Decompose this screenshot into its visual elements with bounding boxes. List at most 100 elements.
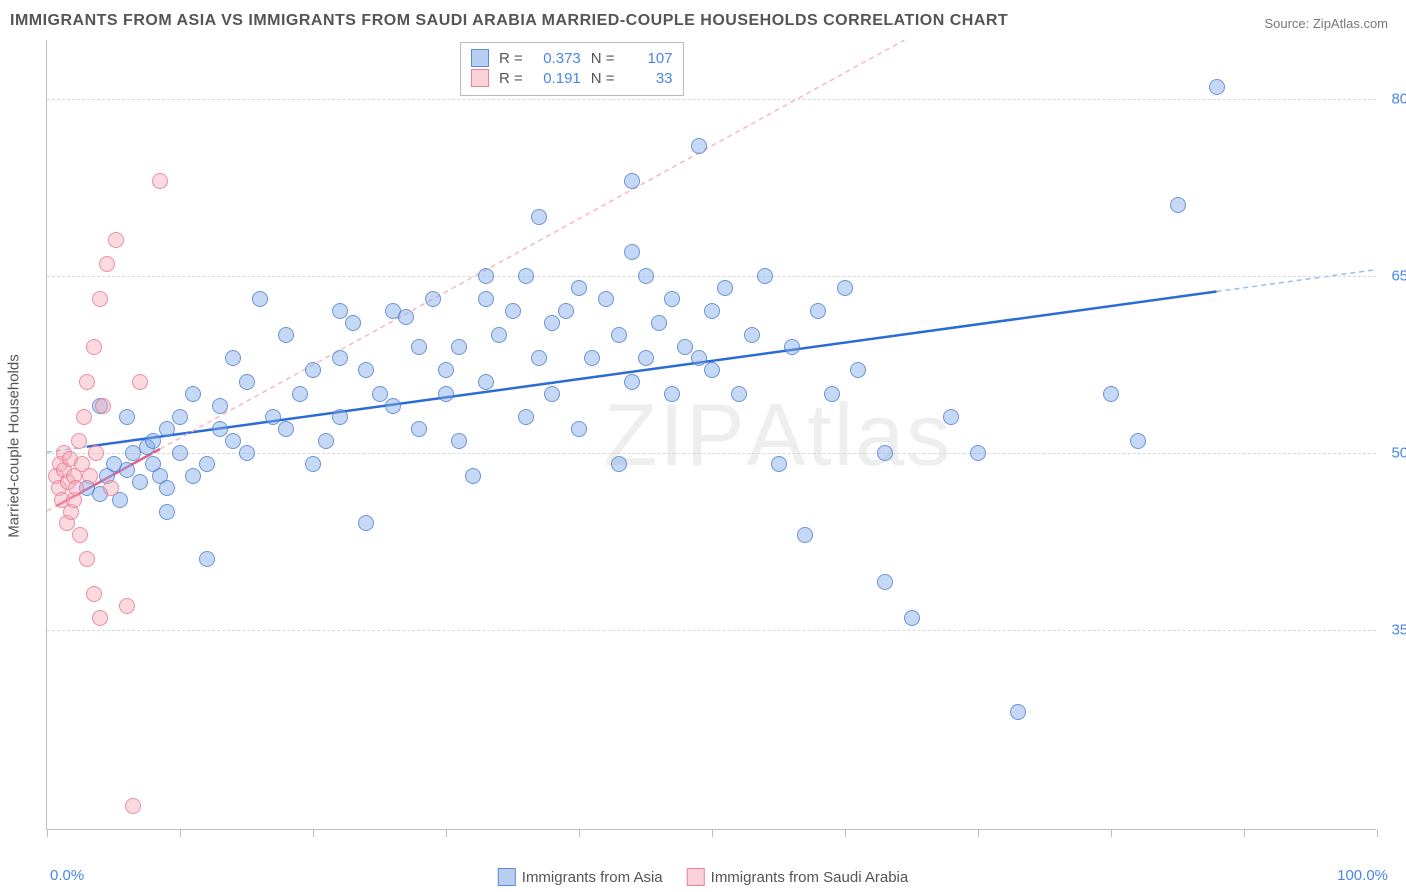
scatter-point-asia [438,386,454,402]
scatter-point-asia [491,327,507,343]
scatter-point-saudi [119,598,135,614]
scatter-point-asia [505,303,521,319]
scatter-point-asia [425,291,441,307]
scatter-point-saudi [79,551,95,567]
scatter-point-asia [345,315,361,331]
plot-area: ZIPAtlas 35.0%50.0%65.0%80.0% [46,40,1376,830]
x-tick [845,829,846,837]
scatter-point-saudi [68,480,84,496]
scatter-point-asia [451,339,467,355]
scatter-point-asia [438,362,454,378]
scatter-point-asia [704,362,720,378]
scatter-point-asia [385,398,401,414]
scatter-point-asia [119,462,135,478]
swatch-blue-icon [498,868,516,886]
x-tick [446,829,447,837]
scatter-point-asia [239,445,255,461]
scatter-point-asia [1010,704,1026,720]
scatter-point-asia [159,504,175,520]
scatter-point-asia [544,386,560,402]
scatter-point-asia [611,456,627,472]
legend-correlation: R = 0.373 N = 107 R = 0.191 N = 33 [460,42,684,96]
scatter-point-saudi [108,232,124,248]
scatter-point-asia [837,280,853,296]
scatter-point-asia [691,138,707,154]
x-tick [313,829,314,837]
scatter-point-asia [664,386,680,402]
legend-item-saudi: Immigrants from Saudi Arabia [687,868,909,886]
scatter-point-asia [132,474,148,490]
scatter-point-asia [757,268,773,284]
scatter-point-asia [571,280,587,296]
scatter-point-asia [1209,79,1225,95]
legend-label-asia: Immigrants from Asia [522,869,663,886]
scatter-point-asia [904,610,920,626]
scatter-point-saudi [79,374,95,390]
scatter-point-asia [518,268,534,284]
scatter-point-saudi [132,374,148,390]
scatter-point-asia [199,456,215,472]
scatter-point-asia [784,339,800,355]
scatter-point-asia [518,409,534,425]
scatter-point-asia [571,421,587,437]
scatter-point-asia [199,551,215,567]
swatch-pink-icon [471,69,489,87]
y-tick-label: 50.0% [1391,444,1406,461]
scatter-point-saudi [71,433,87,449]
scatter-point-asia [172,445,188,461]
gridline [47,630,1376,631]
scatter-point-saudi [92,610,108,626]
scatter-point-asia [159,480,175,496]
scatter-point-asia [611,327,627,343]
scatter-point-asia [877,574,893,590]
scatter-point-asia [478,291,494,307]
trend-dash-saudi [160,40,904,449]
x-tick [978,829,979,837]
n-value-saudi: 33 [625,70,673,87]
scatter-point-asia [558,303,574,319]
scatter-point-asia [185,386,201,402]
legend-series: Immigrants from Asia Immigrants from Sau… [498,868,908,886]
scatter-point-saudi [76,409,92,425]
legend-row-saudi: R = 0.191 N = 33 [471,69,673,87]
gridline [47,99,1376,100]
chart-title: IMMIGRANTS FROM ASIA VS IMMIGRANTS FROM … [10,12,1008,30]
x-tick [180,829,181,837]
scatter-point-saudi [152,173,168,189]
y-tick-label: 65.0% [1391,267,1406,284]
swatch-blue-icon [471,49,489,67]
n-value-asia: 107 [625,50,673,67]
scatter-point-asia [1130,433,1146,449]
trend-line-asia [87,292,1217,447]
scatter-point-asia [225,433,241,449]
scatter-point-asia [212,398,228,414]
scatter-point-asia [265,409,281,425]
scatter-point-asia [850,362,866,378]
scatter-point-asia [877,445,893,461]
scatter-point-asia [398,309,414,325]
scatter-point-asia [744,327,760,343]
r-value-saudi: 0.191 [533,70,581,87]
scatter-point-asia [225,350,241,366]
y-tick-label: 80.0% [1391,90,1406,107]
x-max-label: 100.0% [1337,867,1388,884]
scatter-point-asia [970,445,986,461]
scatter-point-asia [598,291,614,307]
scatter-point-asia [411,339,427,355]
r-prefix: R = [499,50,523,67]
scatter-point-saudi [82,468,98,484]
scatter-point-asia [544,315,560,331]
r-value-asia: 0.373 [533,50,581,67]
scatter-point-asia [664,291,680,307]
trend-dash-asia [1217,270,1376,292]
legend-row-asia: R = 0.373 N = 107 [471,49,673,67]
n-prefix: N = [591,70,615,87]
scatter-point-asia [332,303,348,319]
scatter-point-asia [358,362,374,378]
scatter-point-asia [1103,386,1119,402]
x-min-label: 0.0% [50,867,84,884]
scatter-point-asia [252,291,268,307]
scatter-point-asia [531,350,547,366]
scatter-point-asia [691,350,707,366]
scatter-point-asia [145,433,161,449]
